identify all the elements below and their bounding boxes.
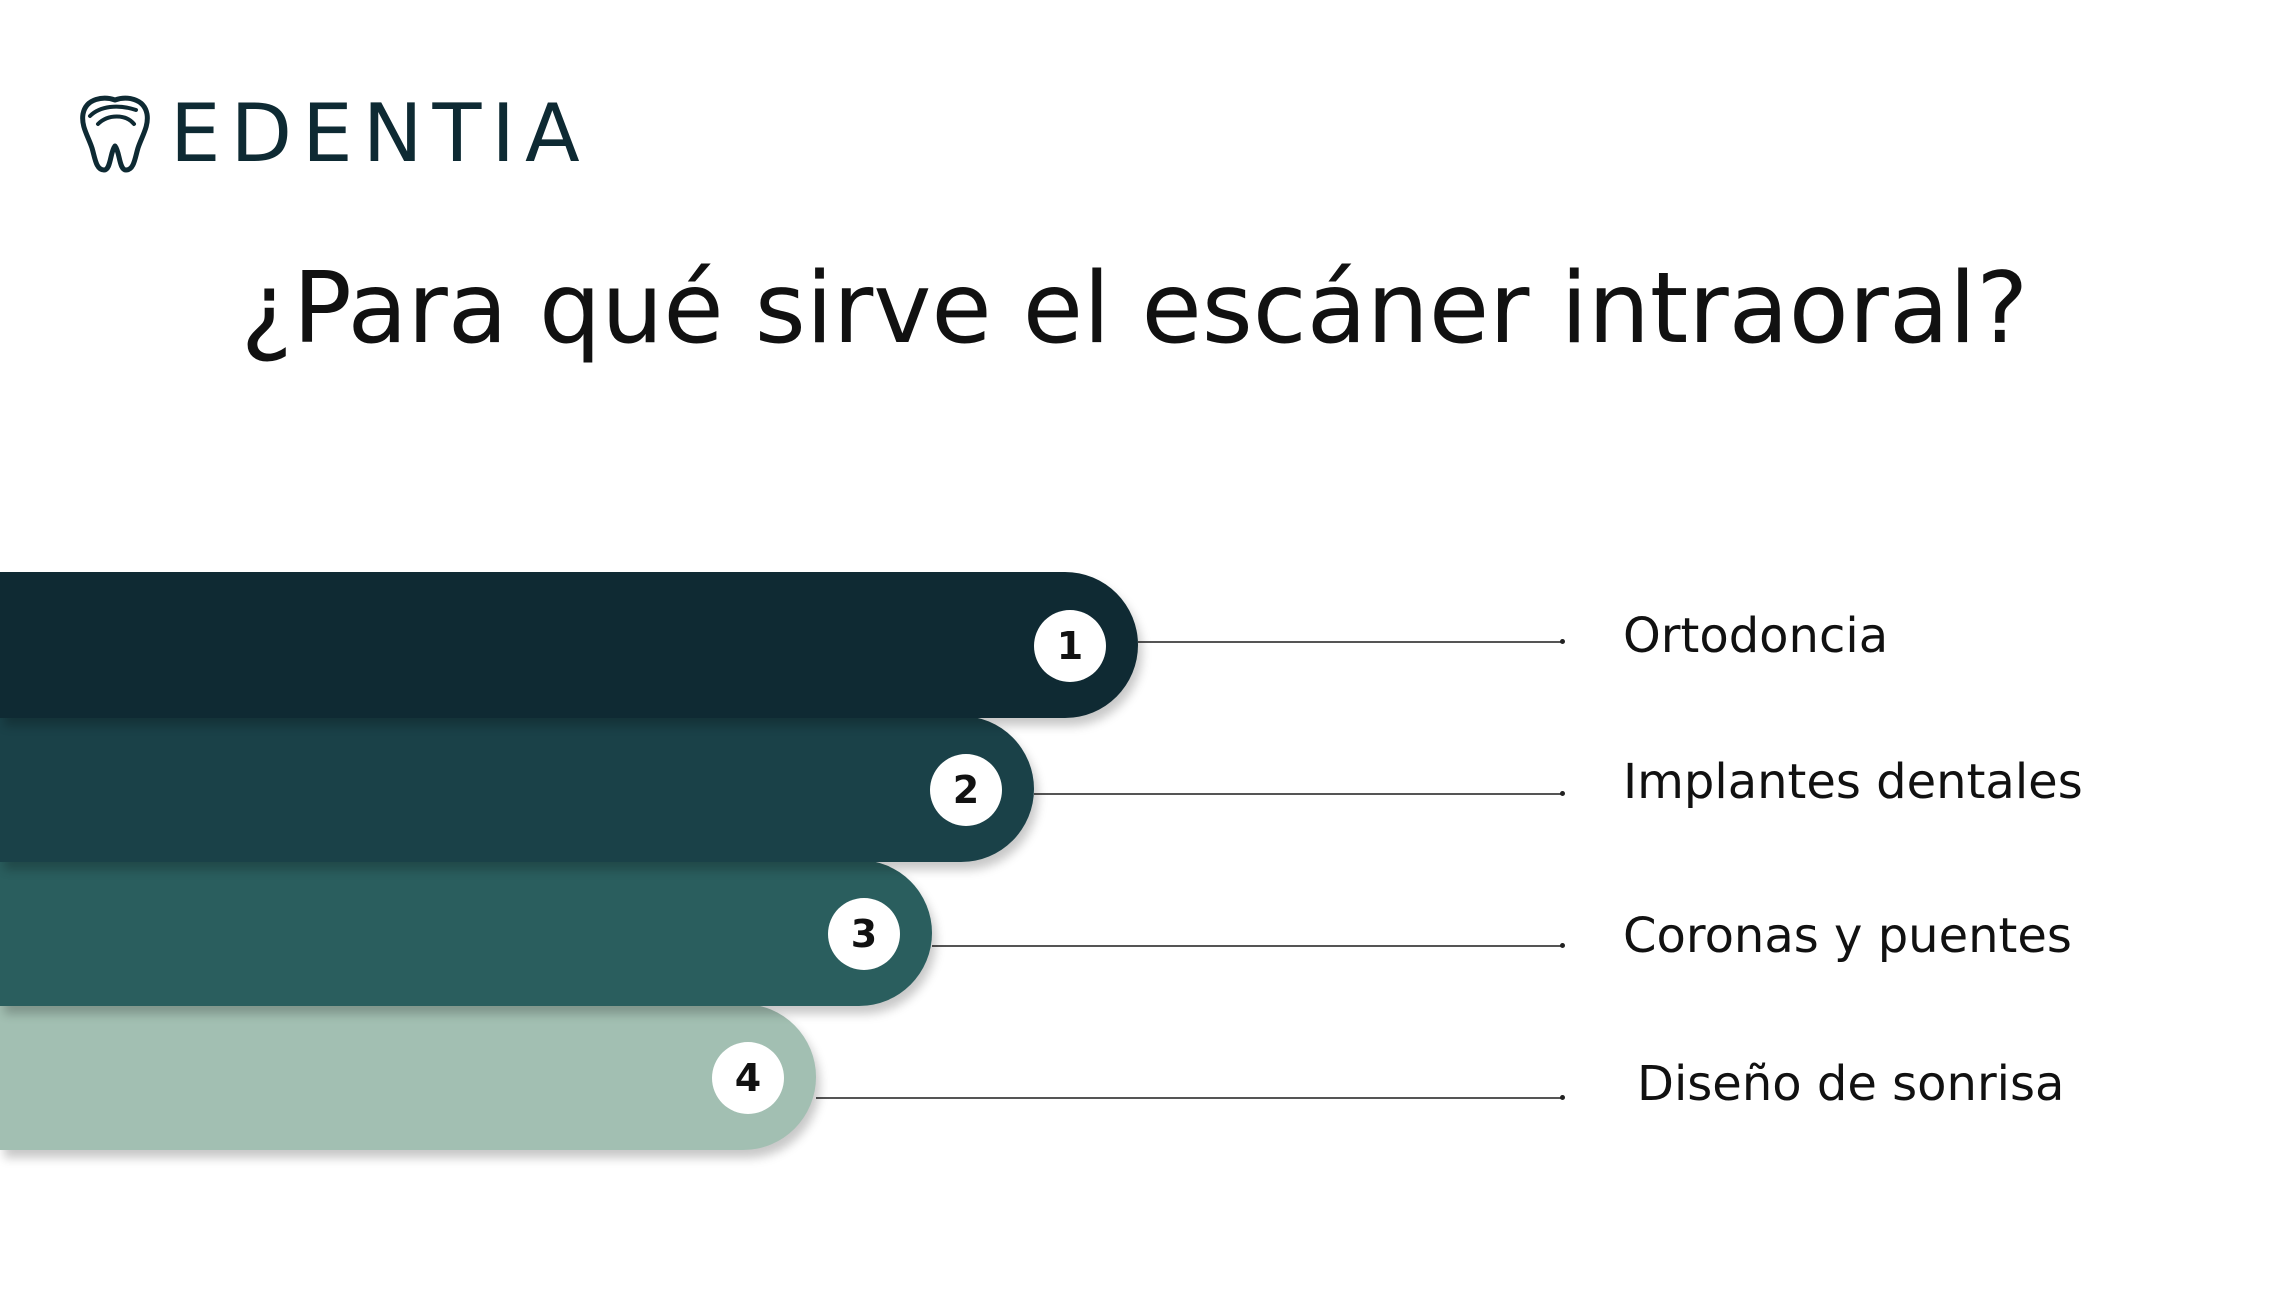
connector-line-1 (1138, 639, 1565, 644)
step-number-2: 2 (930, 754, 1002, 826)
step-number-4: 4 (712, 1042, 784, 1114)
step-bar-4: 4 (0, 1004, 816, 1150)
connector-line-4 (816, 1095, 1565, 1100)
step-bar-3: 3 (0, 860, 932, 1006)
connector-line-2 (1034, 791, 1565, 796)
step-bar-1: 1 (0, 572, 1138, 718)
step-label-1: Ortodoncia (1623, 608, 1889, 664)
step-number-3: 3 (828, 898, 900, 970)
step-bar-2: 2 (0, 716, 1034, 862)
tooth-icon (80, 95, 150, 173)
brand-logo: EDENTIA (78, 92, 590, 176)
connector-line-3 (932, 943, 1565, 948)
step-label-3: Coronas y puentes (1623, 908, 2072, 964)
step-label-4: Diseño de sonrisa (1637, 1056, 2065, 1112)
brand-name: EDENTIA (170, 87, 590, 180)
page-title: ¿Para qué sirve el escáner intraoral? (240, 252, 2029, 366)
step-number-1: 1 (1034, 610, 1106, 682)
step-label-2: Implantes dentales (1623, 754, 2083, 810)
